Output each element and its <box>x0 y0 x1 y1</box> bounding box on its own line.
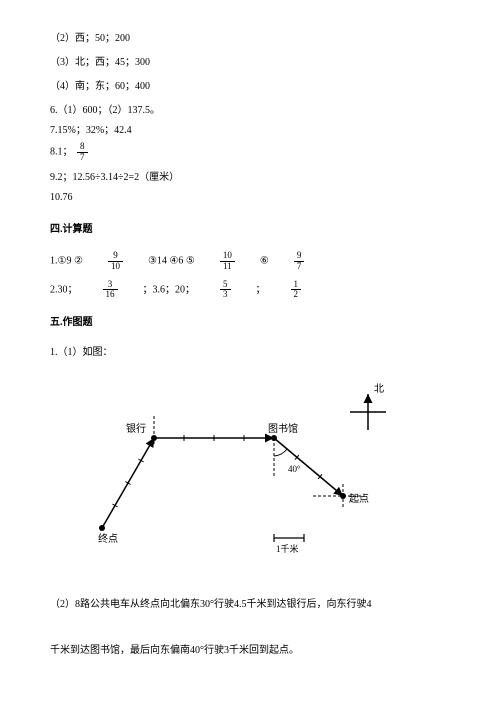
svg-text:图书馆: 图书馆 <box>268 422 298 435</box>
answer-2: （2）西；50；200 <box>50 30 455 48</box>
fraction-3-16: 3 16 <box>103 280 118 301</box>
calc-1-part2: ③14 ④6 ⑤ <box>148 255 195 266</box>
fraction-1-2: 1 2 <box>291 280 302 301</box>
calc-1-part3: ⑥ <box>260 255 269 266</box>
calc-line-1: 1.①9 ② 9 10 ③14 ④6 ⑤ 10 11 ⑥ 9 7 <box>50 251 455 272</box>
section-5-title: 五.作图题 <box>50 314 455 332</box>
svg-text:银行: 银行 <box>126 422 146 435</box>
drawing-item-2b: 千米到达图书馆，最后向东偏南40°行驶3千米回到起点。 <box>50 642 455 660</box>
svg-text:40°: 40° <box>288 464 301 474</box>
answer-3: （3）北；西；45；300 <box>50 54 455 72</box>
fraction-5-3: 5 3 <box>220 280 231 301</box>
svg-text:终点: 终点 <box>98 532 118 545</box>
fraction-8-7: 8 7 <box>77 142 88 163</box>
fraction-10-11: 10 11 <box>220 251 235 272</box>
frac-den: 3 <box>220 290 231 300</box>
fraction-9-10: 9 10 <box>108 251 123 272</box>
calc-1-part1: 1.①9 ② <box>50 255 83 266</box>
drawing-item-2a: （2）8路公共电车从终点向北偏东30°行驶4.5千米到达银行后，向东行驶4 <box>50 596 455 614</box>
answer-4: （4）南；东；60；400 <box>50 78 455 96</box>
frac-den: 2 <box>291 290 302 300</box>
calc-2-part2: ；3.6；20； <box>143 284 196 295</box>
calc-2-part1: 2.30； <box>50 284 78 295</box>
frac-den: 7 <box>294 262 305 272</box>
svg-text:1千米: 1千米 <box>276 543 299 554</box>
answer-8-prefix: 8.1； <box>50 147 73 158</box>
answer-10: 10.76 <box>50 189 455 207</box>
fraction-9-7: 9 7 <box>294 251 305 272</box>
section-4-title: 四.计算题 <box>50 221 455 239</box>
calc-2-part3: ； <box>256 284 266 295</box>
calc-line-2: 2.30； 3 16 ；3.6；20； 5 3 ； 1 2 <box>50 280 455 301</box>
route-diagram: 40° 银行 图书馆起点终点 北 1千米 <box>50 380 455 562</box>
drawing-item-1: 1.（1）如图： <box>50 344 455 362</box>
frac-den: 10 <box>108 262 123 272</box>
answer-6: 6.（1）600；（2）137.5。 <box>50 102 455 120</box>
frac-den: 11 <box>220 262 235 272</box>
svg-text:起点: 起点 <box>349 493 369 505</box>
frac-den: 16 <box>103 290 118 300</box>
frac-den: 7 <box>77 153 88 163</box>
svg-text:北: 北 <box>374 383 384 395</box>
answer-8: 8.1； 8 7 <box>50 142 455 163</box>
route-svg: 40° 银行 图书馆起点终点 北 1千米 <box>50 380 430 555</box>
answer-9: 9.2；12.56÷3.14÷2=2（厘米） <box>50 169 455 187</box>
answer-7: 7.15%；32%；42.4 <box>50 122 455 140</box>
